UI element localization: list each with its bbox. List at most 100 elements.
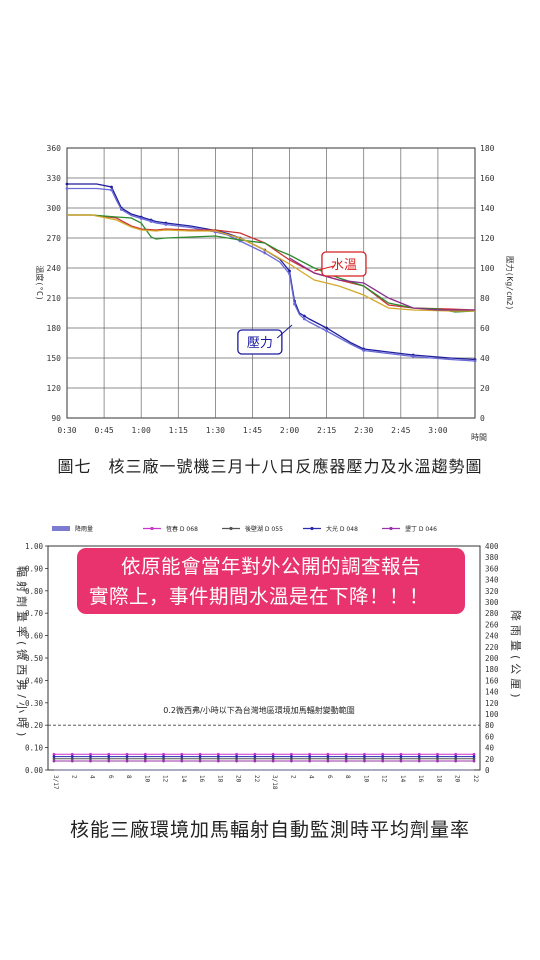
series-point [216, 755, 220, 758]
series-point [216, 759, 220, 763]
y-tick-label: 120 [47, 384, 62, 393]
x-tick-label: 20 [235, 775, 242, 783]
banner-line-1: 依原能會當年對外公開的調查報告 [120, 555, 421, 578]
y-tick-label: 1.00 [25, 542, 44, 551]
series-point [472, 759, 476, 763]
annotation-pointer [276, 324, 293, 339]
series-point [362, 349, 366, 352]
series-point [271, 759, 275, 763]
series-point [302, 314, 306, 318]
y-tick-label: 0.90 [25, 564, 44, 573]
x-tick-label: 1:00 [132, 426, 151, 435]
x-tick-label: 10 [143, 775, 150, 783]
y-axis-label: 溫度(°C) [35, 265, 45, 300]
series-point [263, 251, 267, 255]
series-point [110, 188, 113, 192]
x-tick-label: 1:30 [206, 426, 225, 435]
y2-tick-label: 0 [480, 414, 485, 423]
legend-marker [150, 526, 154, 531]
series-point [308, 757, 312, 761]
series-point [363, 757, 366, 761]
y2-tick-label: 220 [485, 643, 499, 652]
x-tick-label: 0:45 [94, 426, 113, 435]
series-point [381, 752, 385, 756]
series-point [454, 759, 458, 763]
series-point [235, 752, 239, 756]
y-tick-label: 0.30 [25, 699, 44, 708]
series-line-4 [67, 214, 475, 312]
x-tick-label: 6 [107, 775, 114, 779]
y-tick-label: 330 [47, 174, 62, 183]
y2-tick-label: 240 [485, 632, 499, 641]
y2-tick-label: 100 [485, 710, 499, 719]
series-point [302, 317, 306, 321]
series-point [107, 755, 111, 758]
series-point [363, 755, 366, 758]
x-tick-label: 18 [216, 775, 223, 783]
series-point [235, 757, 239, 761]
series-point [344, 757, 348, 761]
series-point [65, 187, 69, 190]
series-point [52, 755, 56, 758]
series-point [289, 757, 293, 761]
y-tick-label: 0.40 [25, 676, 44, 685]
y-tick-label: 210 [47, 294, 62, 303]
y-tick-label: 240 [47, 264, 62, 273]
x-tick-label: 14 [399, 775, 406, 783]
series-point [411, 355, 415, 358]
legend-marker [310, 526, 314, 531]
y2-tick-label: 180 [480, 144, 495, 153]
y2-tick-label: 260 [485, 620, 499, 629]
y-tick-label: 150 [47, 354, 62, 363]
x-tick-label: 4 [308, 775, 315, 779]
x-tick-label: 16 [198, 775, 205, 783]
x-tick-label: 2:45 [391, 426, 410, 435]
series-point [65, 182, 69, 186]
series-point [472, 757, 476, 761]
y2-tick-label: 200 [485, 654, 499, 663]
y2-tick-label: 40 [485, 744, 495, 753]
x-tick-label: 0:30 [57, 426, 76, 435]
x-tick-label: 3/18 [271, 775, 278, 790]
series-point [162, 755, 165, 758]
series-point [417, 752, 421, 756]
y-tick-label: 90 [51, 414, 61, 423]
y2-tick-label: 120 [485, 699, 499, 708]
series-point [180, 759, 184, 763]
series-point [271, 752, 275, 756]
x-tick-label: 2 [70, 775, 77, 779]
series-point [399, 757, 403, 761]
series-point [143, 752, 147, 756]
series-point [143, 757, 147, 761]
y2-tick-label: 40 [480, 354, 490, 363]
y-tick-label: 0.70 [25, 609, 44, 618]
x-tick-label: 3:00 [428, 426, 447, 435]
series-point [198, 759, 202, 763]
series-point [381, 759, 385, 763]
x-tick-label: 14 [180, 775, 187, 783]
y2-tick-label: 20 [480, 384, 490, 393]
x-tick-label: 12 [162, 775, 169, 783]
series-point [70, 759, 74, 763]
series-point [149, 220, 153, 223]
x-tick-label: 18 [435, 775, 442, 783]
figure7-caption: 圖七 核三廠一號機三月十八日反應器壓力及水溫趨勢圖 [57, 457, 483, 476]
series-point [143, 755, 147, 758]
annotation-1: 壓力 [237, 329, 283, 355]
series-point [107, 759, 111, 763]
y2-tick-label: 100 [480, 264, 495, 273]
y2-tick-label: 300 [485, 598, 499, 607]
legend-label: 後壁湖 D 055 [245, 525, 283, 533]
x-tick-label: 3/17 [52, 775, 59, 790]
series-point [125, 752, 129, 756]
series-point [399, 759, 403, 763]
x-tick-label: 8 [125, 775, 132, 779]
series-point [89, 757, 92, 761]
series-point [253, 759, 257, 763]
series-point [417, 757, 421, 761]
legend-item-0: 降雨量 [52, 525, 93, 533]
x-tick-label: 6 [326, 775, 333, 779]
x-tick-label: 10 [362, 775, 369, 783]
series-point [52, 752, 56, 756]
annotation-text: 水溫 [331, 258, 357, 273]
